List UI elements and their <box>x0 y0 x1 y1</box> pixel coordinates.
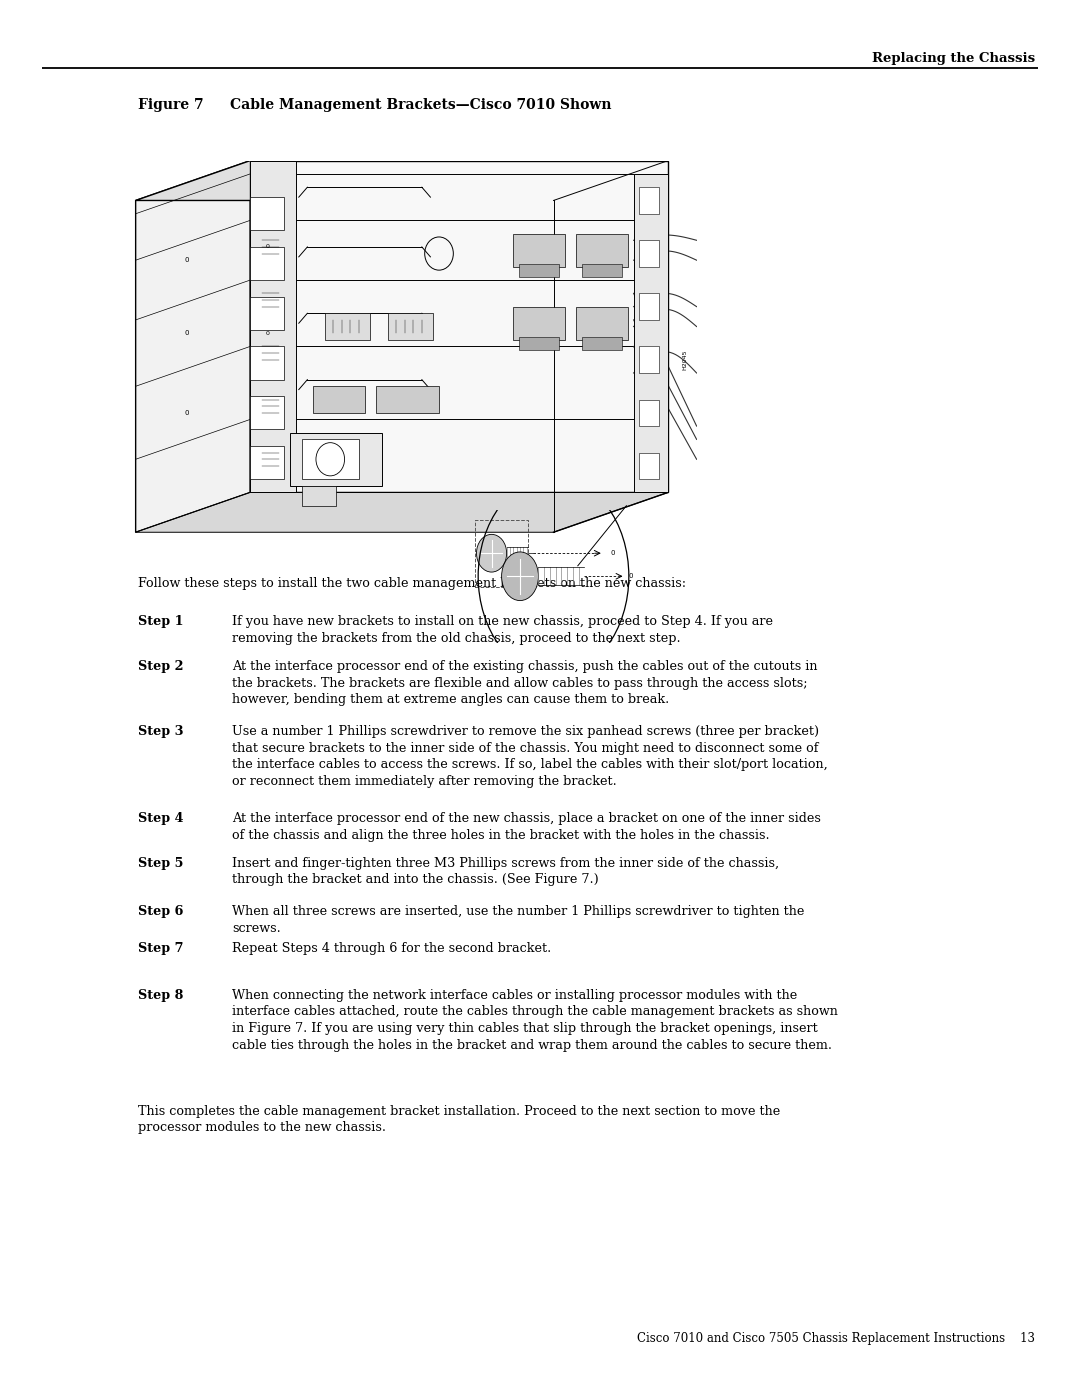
Circle shape <box>501 552 539 601</box>
Text: Use a number 1 Phillips screwdriver to remove the six panhead screws (three per : Use a number 1 Phillips screwdriver to r… <box>232 725 827 788</box>
Bar <box>376 386 438 414</box>
Text: Step 7: Step 7 <box>138 942 184 956</box>
Bar <box>582 264 622 277</box>
Bar <box>388 313 433 339</box>
Polygon shape <box>251 161 667 493</box>
Text: At the interface processor end of the new chassis, place a bracket on one of the: At the interface processor end of the ne… <box>232 812 821 841</box>
Bar <box>513 233 565 267</box>
Text: 0: 0 <box>266 331 269 335</box>
Text: 0: 0 <box>185 330 189 337</box>
Polygon shape <box>251 346 284 380</box>
Text: Insert and finger-tighten three M3 Phillips screws from the inner side of the ch: Insert and finger-tighten three M3 Phill… <box>232 856 779 887</box>
Polygon shape <box>251 197 284 231</box>
Text: This completes the cable management bracket installation. Proceed to the next se: This completes the cable management brac… <box>138 1105 780 1134</box>
Circle shape <box>476 535 507 573</box>
Bar <box>577 307 627 339</box>
Bar <box>639 453 660 479</box>
Bar <box>513 307 565 339</box>
Polygon shape <box>136 493 667 532</box>
Text: At the interface processor end of the existing chassis, push the cables out of t: At the interface processor end of the ex… <box>232 659 818 705</box>
Bar <box>313 386 365 414</box>
Polygon shape <box>251 296 284 330</box>
Text: Step 1: Step 1 <box>138 615 184 629</box>
Bar <box>301 440 359 479</box>
Text: 0: 0 <box>266 244 269 250</box>
Bar <box>639 400 660 426</box>
Bar <box>582 337 622 349</box>
Bar <box>577 233 627 267</box>
Polygon shape <box>136 161 251 532</box>
Polygon shape <box>301 486 336 506</box>
Text: Step 8: Step 8 <box>138 989 184 1002</box>
Text: Step 4: Step 4 <box>138 812 184 826</box>
Text: Repeat Steps 4 through 6 for the second bracket.: Repeat Steps 4 through 6 for the second … <box>232 942 551 956</box>
Polygon shape <box>251 446 284 479</box>
Text: 0: 0 <box>185 257 189 263</box>
Bar <box>325 313 370 339</box>
Bar <box>639 346 660 373</box>
Bar <box>291 433 382 486</box>
Polygon shape <box>251 247 284 281</box>
Text: Cable Management Brackets—Cisco 7010 Shown: Cable Management Brackets—Cisco 7010 Sho… <box>230 98 611 112</box>
Text: 0: 0 <box>610 550 615 556</box>
Bar <box>639 293 660 320</box>
Text: Step 3: Step 3 <box>138 725 184 738</box>
Text: 0: 0 <box>629 573 633 580</box>
Text: When connecting the network interface cables or installing processor modules wit: When connecting the network interface ca… <box>232 989 838 1052</box>
Text: H2045: H2045 <box>683 349 688 370</box>
Polygon shape <box>251 161 296 493</box>
Text: Follow these steps to install the two cable management brackets on the new chass: Follow these steps to install the two ca… <box>138 577 686 590</box>
Text: Replacing the Chassis: Replacing the Chassis <box>872 52 1035 66</box>
Text: When all three screws are inserted, use the number 1 Phillips screwdriver to tig: When all three screws are inserted, use … <box>232 905 805 935</box>
Bar <box>519 264 559 277</box>
Text: Step 5: Step 5 <box>138 856 184 870</box>
Bar <box>519 337 559 349</box>
Text: 0: 0 <box>185 409 189 416</box>
Text: Figure 7: Figure 7 <box>138 98 204 112</box>
Text: If you have new brackets to install on the new chassis, proceed to Step 4. If yo: If you have new brackets to install on t… <box>232 615 773 644</box>
Bar <box>475 520 528 587</box>
Bar <box>639 187 660 214</box>
Text: Cisco 7010 and Cisco 7505 Chassis Replacement Instructions    13: Cisco 7010 and Cisco 7505 Chassis Replac… <box>637 1331 1035 1345</box>
Text: Step 2: Step 2 <box>138 659 184 673</box>
Polygon shape <box>634 175 667 493</box>
Polygon shape <box>136 161 667 200</box>
Bar <box>639 240 660 267</box>
Text: Step 6: Step 6 <box>138 905 184 918</box>
Polygon shape <box>251 397 284 429</box>
